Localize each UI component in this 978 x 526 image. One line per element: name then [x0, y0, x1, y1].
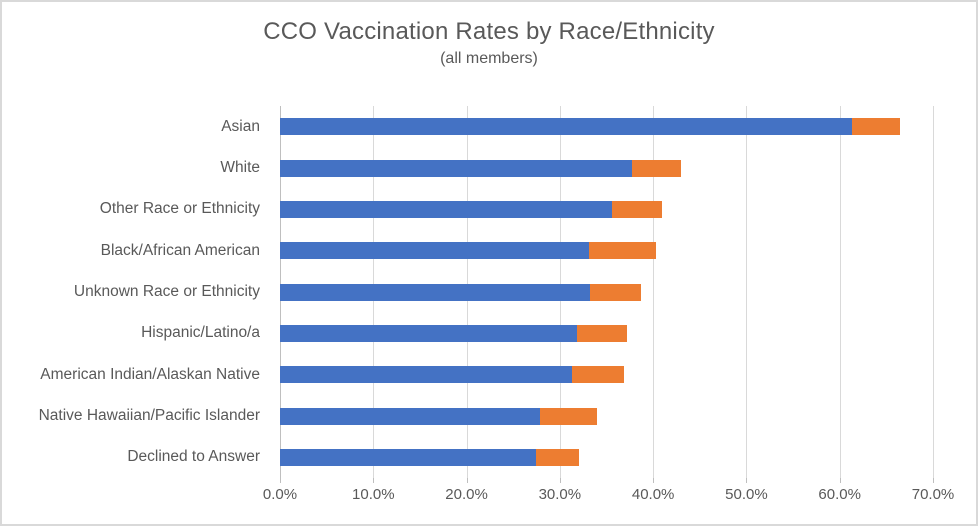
- bar-segment-orange: [571, 366, 625, 384]
- chart-subtitle: (all members): [440, 50, 538, 67]
- category-label: Asian: [221, 117, 260, 135]
- bar-segment-orange: [631, 159, 682, 177]
- bar-row: [280, 200, 933, 218]
- bar-segment-orange: [535, 448, 580, 466]
- bar-segment-blue: [280, 118, 852, 136]
- category-label: Native Hawaiian/Pacific Islander: [38, 407, 260, 424]
- bar-segment-orange: [588, 242, 656, 260]
- gridline: [653, 106, 655, 478]
- x-tick-mark: [373, 478, 375, 483]
- bar-segment-blue: [280, 242, 589, 260]
- bar-segment-orange: [851, 118, 901, 136]
- category-label: Unknown Race or Ethnicity: [73, 283, 260, 300]
- x-tick-mark: [746, 478, 748, 483]
- bar-row: [280, 407, 933, 425]
- bar-row: [280, 242, 933, 260]
- category-label: Hispanic/Latino/a: [141, 324, 260, 342]
- title-block: CCO Vaccination Rates by Race/Ethnicity …: [2, 18, 976, 68]
- x-tick-label: 10.0%: [352, 486, 395, 503]
- gridline: [746, 106, 748, 478]
- bar-segment-blue: [280, 407, 541, 425]
- x-tick-mark: [653, 478, 655, 483]
- category-label: Declined to Answer: [127, 448, 260, 466]
- bar-row: [280, 159, 933, 177]
- x-tick-label: 40.0%: [631, 486, 675, 503]
- category-label: White: [220, 159, 260, 176]
- category-label: Black/African American: [100, 241, 260, 259]
- category-label: Other Race or Ethnicity: [99, 200, 260, 218]
- bar-row: [280, 448, 933, 466]
- bar-segment-orange: [540, 407, 598, 425]
- gridline: [839, 106, 841, 478]
- chart-title: CCO Vaccination Rates by Race/Ethnicity: [263, 18, 715, 45]
- x-tick-label: 30.0%: [538, 486, 582, 503]
- bar-segment-orange: [612, 200, 663, 218]
- bar-segment-blue: [280, 448, 536, 466]
- bar-segment-blue: [280, 283, 590, 301]
- bar-segment-blue: [280, 366, 572, 384]
- x-tick-mark: [280, 478, 281, 483]
- bar-row: [280, 366, 933, 384]
- x-tick-label: 0.0%: [262, 486, 298, 503]
- category-axis: Asian White Other Race or Ethnicity Black/A…: [2, 106, 270, 478]
- bar-segment-blue: [280, 200, 613, 218]
- x-tick-mark: [559, 478, 561, 483]
- bar-row: [280, 118, 933, 136]
- x-tick-label: 20.0%: [445, 486, 488, 503]
- bar-segment-blue: [280, 324, 577, 342]
- bar-segment-blue: [280, 159, 632, 177]
- x-tick-mark: [839, 478, 841, 483]
- x-tick-label: 50.0%: [725, 486, 768, 503]
- gridline: [933, 106, 934, 478]
- bar-row: [280, 283, 933, 301]
- x-tick-mark: [466, 478, 468, 483]
- x-tick-label: 60.0%: [818, 486, 861, 503]
- plot-area: [280, 106, 934, 483]
- bar-row: [280, 324, 933, 342]
- bar-segment-orange: [576, 324, 627, 342]
- x-axis-tick-labels: 0.0% 10.0% 20.0% 30.0% 40.0% 50.0% 60.0% 70.0%: [263, 486, 954, 506]
- bar-segment-orange: [589, 283, 641, 301]
- x-tick-label: 70.0%: [911, 486, 955, 503]
- x-tick-mark: [933, 478, 934, 483]
- category-label: American Indian/Alaskan Native: [40, 365, 260, 383]
